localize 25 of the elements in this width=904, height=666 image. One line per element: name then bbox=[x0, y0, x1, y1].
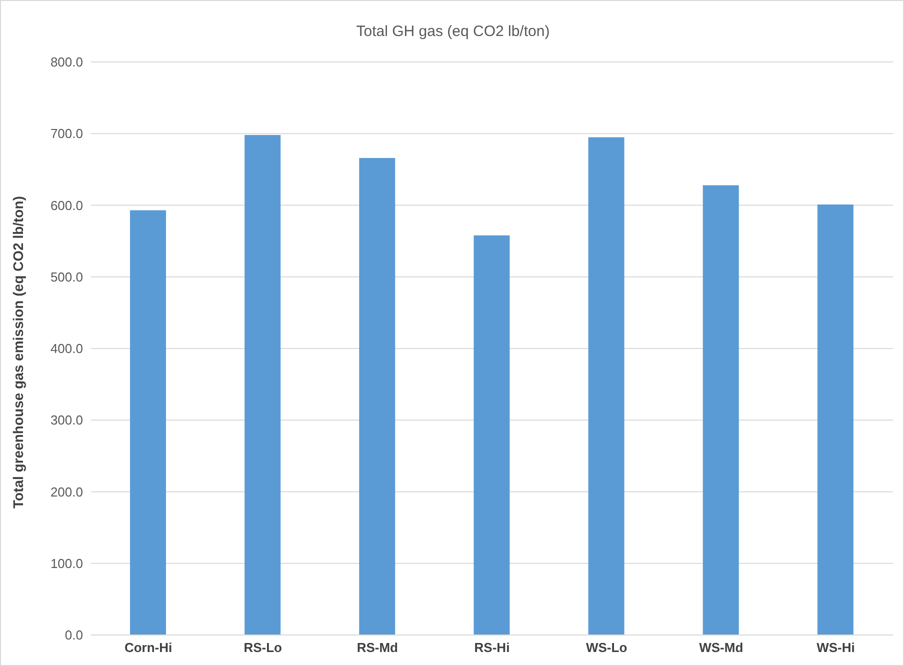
bar bbox=[588, 137, 624, 635]
x-tick-label: RS-Md bbox=[356, 640, 398, 656]
chart-title: Total GH gas (eq CO2 lb/ton) bbox=[355, 23, 551, 40]
y-tick-label: 300.0 bbox=[50, 412, 83, 428]
x-tick-label: RS-Lo bbox=[244, 640, 282, 656]
bar bbox=[474, 235, 510, 635]
y-tick-label: 500.0 bbox=[50, 269, 83, 284]
y-tick-label: 800.0 bbox=[50, 54, 83, 70]
x-tick-label: WS-Hi bbox=[816, 640, 855, 656]
x-tick-label: WS-Md bbox=[699, 640, 744, 656]
y-tick-label: 600.0 bbox=[50, 198, 83, 213]
y-axis-title: Total greenhouse gas emission (eq CO2 lb/ton) bbox=[10, 196, 26, 508]
bar bbox=[130, 210, 166, 635]
y-tick-label: 0.0 bbox=[64, 628, 83, 643]
x-tick-label: Corn-Hi bbox=[124, 640, 172, 656]
y-tick-label: 200.0 bbox=[50, 484, 83, 500]
x-tick-label: RS-Hi bbox=[474, 640, 510, 656]
y-tick-label: 700.0 bbox=[50, 126, 83, 142]
bar bbox=[244, 135, 281, 635]
x-tick-label: WS-Lo bbox=[586, 640, 628, 656]
bar bbox=[702, 185, 739, 635]
bar bbox=[359, 158, 396, 635]
y-tick-label: 100.0 bbox=[50, 556, 83, 571]
bar bbox=[817, 204, 854, 635]
y-tick-label: 400.0 bbox=[50, 341, 83, 356]
